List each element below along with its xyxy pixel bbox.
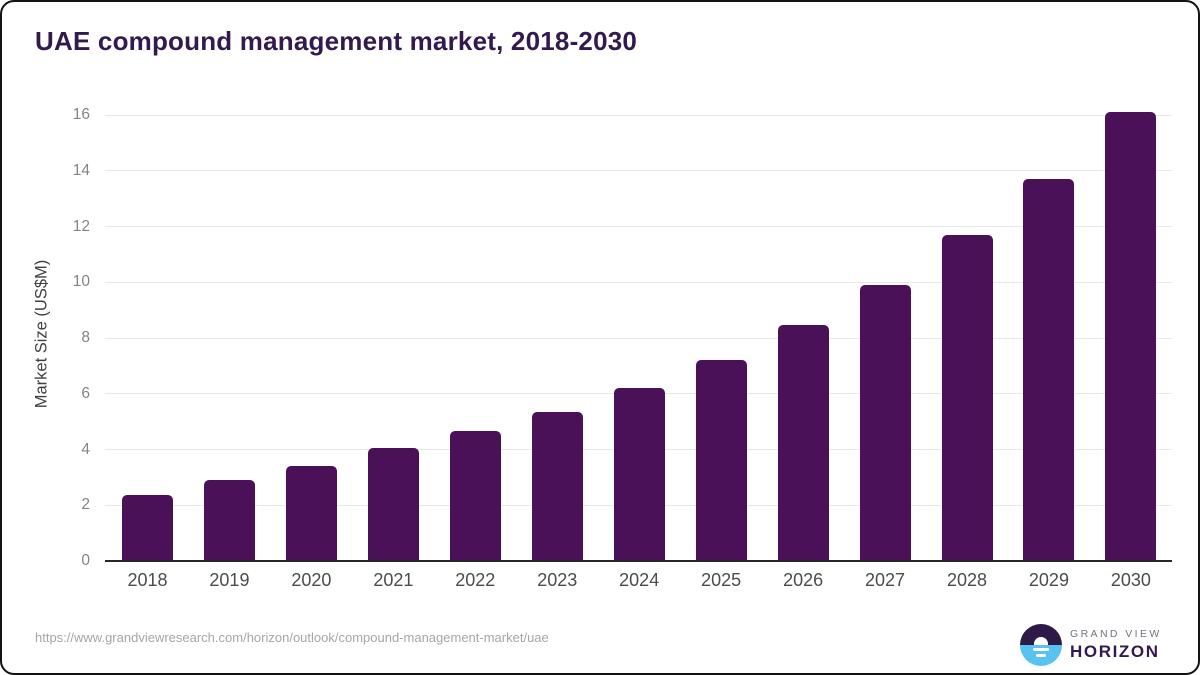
bar-2027	[859, 285, 911, 561]
y-tick-label-16: 16	[72, 106, 90, 123]
bar-2022	[449, 431, 501, 561]
y-tick-label-0: 0	[81, 552, 90, 569]
bar-2029	[1023, 179, 1075, 561]
x-tick-label-2024: 2024	[619, 570, 660, 590]
grandview-horizon-logo: GRAND VIEW HORIZON	[1020, 624, 1162, 666]
x-tick-label-2028: 2028	[946, 570, 988, 590]
logo-sun-shape	[1034, 637, 1048, 645]
y-tick-label-6: 6	[81, 384, 90, 402]
x-tick-label-2029: 2029	[1028, 570, 1069, 590]
x-tick-label-2020: 2020	[291, 570, 332, 590]
horizon-logo-icon	[1020, 624, 1062, 666]
gridline-y-16	[105, 114, 1172, 116]
bar-2023	[531, 411, 583, 561]
x-tick-label-2030: 2030	[1110, 570, 1151, 590]
x-axis-line	[105, 560, 1172, 562]
gridline-y-8	[105, 337, 1172, 339]
x-tick-label-2026: 2026	[783, 570, 824, 590]
y-tick-label-14: 14	[72, 161, 90, 179]
y-tick-label-8: 8	[81, 329, 90, 346]
y-tick-label-2: 2	[81, 496, 90, 514]
chart-title: UAE compound management market, 2018-203…	[35, 26, 638, 56]
x-tick-label-2019: 2019	[209, 570, 250, 590]
logo-text: GRAND VIEW HORIZON	[1070, 628, 1162, 662]
logo-brand-name: GRAND VIEW	[1070, 628, 1162, 640]
x-tick-label-2025: 2025	[701, 570, 742, 590]
x-tick-label-2021: 2021	[373, 570, 414, 590]
x-tick-label-2027: 2027	[865, 570, 906, 590]
bar-2020	[285, 466, 337, 561]
bar-2025	[695, 360, 747, 561]
x-tick-label-2022: 2022	[455, 570, 496, 590]
bar-2019	[203, 480, 255, 561]
gridline-y-12	[105, 226, 1172, 227]
x-tick-label-2018: 2018	[127, 570, 168, 590]
y-tick-label-4: 4	[81, 440, 90, 458]
source-url: https://www.grandviewresearch.com/horizo…	[35, 630, 549, 645]
logo-stripe	[1036, 653, 1046, 657]
logo-stripe	[1033, 648, 1049, 651]
bar-2024	[613, 388, 665, 561]
bar-2018	[122, 495, 173, 561]
y-tick-label-12: 12	[72, 217, 90, 235]
x-tick-label-2023: 2023	[537, 570, 578, 590]
y-tick-label-10: 10	[72, 273, 90, 291]
gridline-y-14	[105, 170, 1172, 172]
bar-2026	[777, 325, 829, 561]
bar-2021	[367, 448, 419, 561]
bar-2028	[941, 234, 993, 561]
gridline-y-10	[105, 281, 1172, 283]
logo-product-name: HORIZON	[1070, 642, 1160, 661]
bar-2030	[1105, 112, 1157, 561]
